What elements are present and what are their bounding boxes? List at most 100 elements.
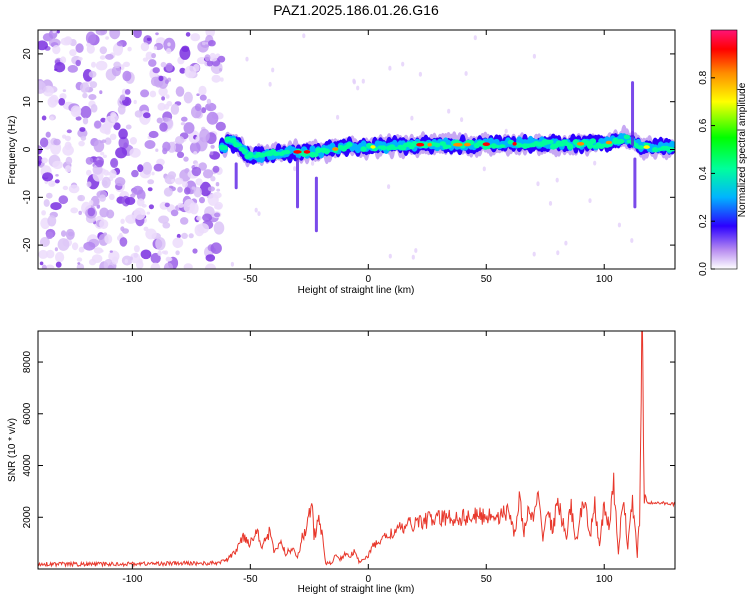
noise-blob <box>183 156 189 162</box>
noise-blob <box>460 117 464 122</box>
noise-blob <box>156 117 163 124</box>
noise-blob <box>183 91 193 104</box>
noise-blob <box>130 252 141 264</box>
noise-blob <box>188 233 194 239</box>
noise-blob <box>150 262 161 269</box>
noise-blob <box>150 76 161 87</box>
noise-blob <box>184 65 197 79</box>
noise-blob <box>54 61 66 73</box>
noise-blob <box>166 48 172 54</box>
y-tick-label: -10 <box>22 190 33 205</box>
noise-blob <box>85 31 97 45</box>
noise-blob <box>216 188 221 192</box>
noise-blob <box>69 49 77 57</box>
band-segment <box>434 142 441 148</box>
noise-blob <box>144 140 156 149</box>
band-segment <box>507 139 514 145</box>
band-segment <box>623 134 631 140</box>
noise-blob <box>80 105 92 119</box>
band-segment <box>241 148 248 154</box>
noise-blob <box>145 228 157 240</box>
noise-blob <box>89 81 98 89</box>
noise-blob <box>311 161 315 166</box>
noise-blob <box>149 90 157 98</box>
noise-blob <box>109 133 117 140</box>
noise-blob <box>55 251 65 263</box>
noise-blob <box>208 40 216 47</box>
noise-blob <box>176 151 185 158</box>
snr-y-ticks: 2000 4000 6000 8000 <box>22 350 675 528</box>
noise-blob <box>153 163 164 172</box>
noise-blob <box>504 128 508 134</box>
noise-blob <box>104 234 113 244</box>
noise-blob <box>162 117 169 122</box>
noise-blob <box>76 257 83 262</box>
noise-blob <box>356 85 360 91</box>
noise-blobs <box>38 30 634 269</box>
band-hotspot <box>453 142 463 147</box>
y-tick-label: -20 <box>22 237 33 252</box>
noise-blob <box>361 78 365 84</box>
noise-blob <box>177 202 184 208</box>
band-hotspot <box>512 142 517 146</box>
noise-blob <box>206 60 213 67</box>
noise-blob <box>38 155 43 164</box>
noise-blob <box>464 71 468 76</box>
noise-blob <box>71 242 79 251</box>
noise-blob <box>62 185 69 191</box>
noise-blob <box>157 250 162 256</box>
spectrogram-x-axis-label: Height of straight line (km) <box>298 285 415 296</box>
noise-blob <box>193 151 198 155</box>
spectrogram-x-ticks: -100 -50 0 50 100 <box>122 30 613 285</box>
noise-blob <box>189 141 201 155</box>
noise-blob <box>62 89 67 92</box>
noise-blob <box>165 62 173 72</box>
y-tick-label: 6000 <box>22 402 33 425</box>
noise-blob <box>336 114 340 120</box>
noise-blob <box>43 199 50 207</box>
noise-blob <box>210 144 215 149</box>
noise-blob <box>170 209 179 217</box>
noise-blob <box>160 61 167 68</box>
noise-blob <box>410 115 414 121</box>
noise-blob <box>271 67 275 73</box>
x-tick-label: 100 <box>596 574 613 585</box>
noise-blob <box>136 198 145 207</box>
noise-blob <box>195 178 203 186</box>
noise-blob <box>197 223 210 234</box>
noise-blob <box>137 164 144 173</box>
noise-blob <box>78 246 85 253</box>
noise-blob <box>55 174 59 177</box>
noise-blob <box>195 136 200 142</box>
noise-blob <box>171 179 175 183</box>
noise-blob <box>202 213 213 222</box>
noise-blob <box>167 42 171 47</box>
noise-blob <box>70 105 82 118</box>
noise-blob <box>105 36 109 40</box>
band-segment <box>493 144 500 149</box>
noise-blob <box>119 94 126 101</box>
noise-blob <box>38 40 48 51</box>
noise-blob <box>532 53 537 59</box>
noise-blob <box>183 199 196 214</box>
noise-blob <box>124 89 131 95</box>
snr-x-axis-label: Height of straight line (km) <box>298 584 415 595</box>
noise-blob <box>47 215 57 227</box>
noise-blob <box>268 81 272 87</box>
noise-blob <box>179 67 186 74</box>
noise-blob <box>50 202 62 211</box>
colorbar-tick-label: 0.8 <box>698 70 709 84</box>
noise-blob <box>46 192 53 199</box>
noise-blob <box>88 70 97 78</box>
noise-blob <box>99 46 108 55</box>
x-tick-label: 50 <box>481 574 493 585</box>
noise-blob <box>41 115 47 121</box>
noise-blob <box>191 166 202 177</box>
noise-blob <box>196 215 202 221</box>
noise-blob <box>75 59 81 67</box>
band-segment <box>312 152 319 158</box>
band-hotspot <box>643 145 650 149</box>
noise-blob <box>210 56 218 62</box>
noise-blob <box>158 87 168 97</box>
band-segment <box>586 142 594 149</box>
